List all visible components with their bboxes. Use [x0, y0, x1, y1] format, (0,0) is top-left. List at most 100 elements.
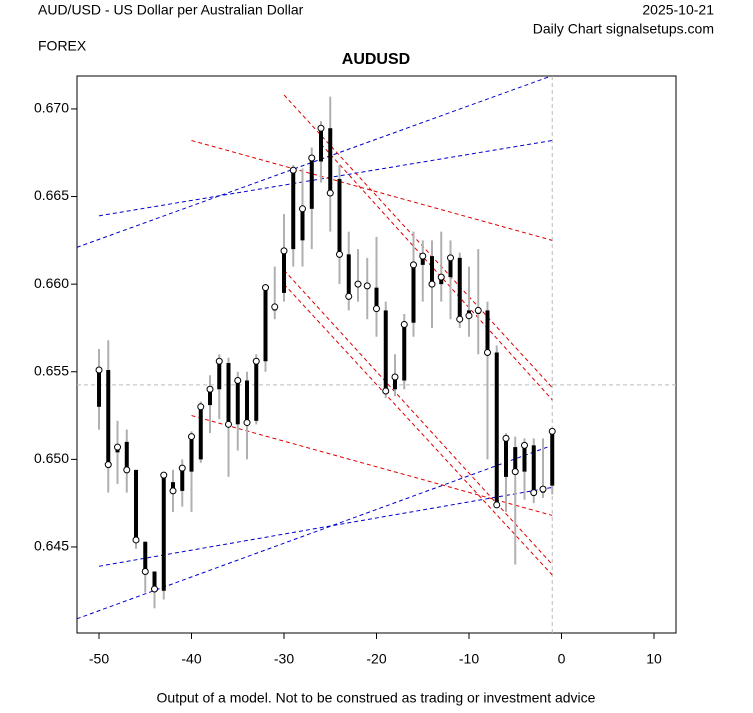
close-marker — [104, 461, 112, 469]
close-marker — [363, 282, 371, 290]
plot-area — [77, 76, 676, 633]
market: FOREX — [38, 38, 87, 54]
close-marker — [474, 306, 482, 314]
y-tick-label: 0.670 — [34, 100, 69, 116]
close-marker — [262, 284, 270, 292]
body — [226, 362, 231, 425]
y-tick-label: 0.645 — [34, 538, 69, 554]
close-marker — [400, 320, 408, 328]
body — [429, 256, 434, 285]
body — [337, 179, 342, 255]
body — [485, 310, 490, 353]
x-tick-label: 10 — [646, 651, 662, 667]
close-marker — [243, 419, 251, 427]
body — [494, 352, 499, 505]
close-marker — [280, 247, 288, 255]
close-marker — [215, 357, 223, 365]
body — [346, 254, 351, 297]
close-marker — [178, 464, 186, 472]
body — [180, 468, 185, 491]
trend-line — [320, 143, 553, 401]
body — [208, 389, 213, 406]
body — [392, 377, 397, 390]
y-tick-label: 0.665 — [34, 187, 69, 203]
close-marker — [197, 403, 205, 411]
trend-line — [77, 444, 553, 620]
close-marker — [289, 166, 297, 174]
x-tick-label: -30 — [274, 651, 294, 667]
close-marker — [317, 124, 325, 132]
close-marker — [308, 154, 316, 162]
close-marker — [391, 373, 399, 381]
close-marker — [520, 441, 528, 449]
date: 2025-10-21 — [642, 2, 714, 18]
body — [503, 438, 508, 477]
body — [513, 447, 518, 472]
close-marker — [234, 377, 242, 385]
close-marker — [160, 471, 168, 479]
body — [374, 287, 379, 309]
close-marker — [354, 280, 362, 288]
source: Daily Chart signalsetups.com — [533, 21, 714, 37]
body — [420, 256, 425, 265]
body — [124, 441, 129, 470]
close-marker — [123, 466, 131, 474]
close-marker — [225, 420, 233, 428]
body — [457, 257, 462, 320]
close-marker — [419, 252, 427, 260]
footer: Output of a model. Not to be construed a… — [157, 690, 596, 706]
body — [383, 310, 388, 392]
close-marker — [169, 487, 177, 495]
close-marker — [437, 273, 445, 281]
body — [217, 361, 222, 390]
close-marker — [373, 305, 380, 313]
chart-title: AUDUSD — [342, 51, 410, 68]
close-marker — [456, 315, 464, 323]
close-marker — [409, 261, 417, 269]
trend-line — [283, 283, 553, 576]
close-marker — [114, 443, 122, 451]
trend-line — [98, 139, 553, 217]
close-marker — [345, 292, 353, 300]
body — [263, 287, 268, 362]
body — [198, 406, 203, 460]
body — [439, 277, 444, 285]
close-marker — [446, 254, 454, 262]
trend-line — [283, 269, 553, 565]
close-marker — [539, 485, 547, 493]
close-marker — [382, 387, 390, 395]
close-marker — [502, 434, 510, 442]
close-marker — [493, 501, 501, 509]
close-marker — [326, 189, 334, 197]
body — [189, 436, 194, 472]
close-marker — [511, 468, 519, 476]
y-tick-label: 0.655 — [34, 362, 69, 378]
close-marker — [141, 568, 149, 576]
y-tick-label: 0.660 — [34, 275, 69, 291]
body — [245, 380, 250, 423]
close-marker — [252, 357, 260, 365]
close-marker — [132, 536, 140, 544]
trend-line — [98, 486, 553, 567]
x-tick-label: -50 — [89, 651, 109, 667]
close-marker — [483, 348, 491, 356]
x-tick-label: -10 — [459, 651, 479, 667]
close-marker — [188, 433, 196, 441]
body — [254, 361, 259, 421]
body — [143, 541, 148, 572]
close-marker — [465, 312, 473, 320]
trend-line — [283, 94, 553, 388]
body — [97, 370, 102, 407]
body — [161, 475, 166, 591]
body — [300, 208, 305, 241]
close-marker — [271, 303, 279, 311]
x-tick-label: -20 — [366, 651, 386, 667]
body — [152, 571, 157, 590]
body — [106, 370, 111, 465]
y-tick-label: 0.650 — [34, 450, 69, 466]
instrument: AUD/USD - US Dollar per Australian Dolla… — [38, 2, 304, 18]
body — [171, 482, 176, 491]
body — [282, 250, 287, 293]
body — [291, 170, 296, 250]
